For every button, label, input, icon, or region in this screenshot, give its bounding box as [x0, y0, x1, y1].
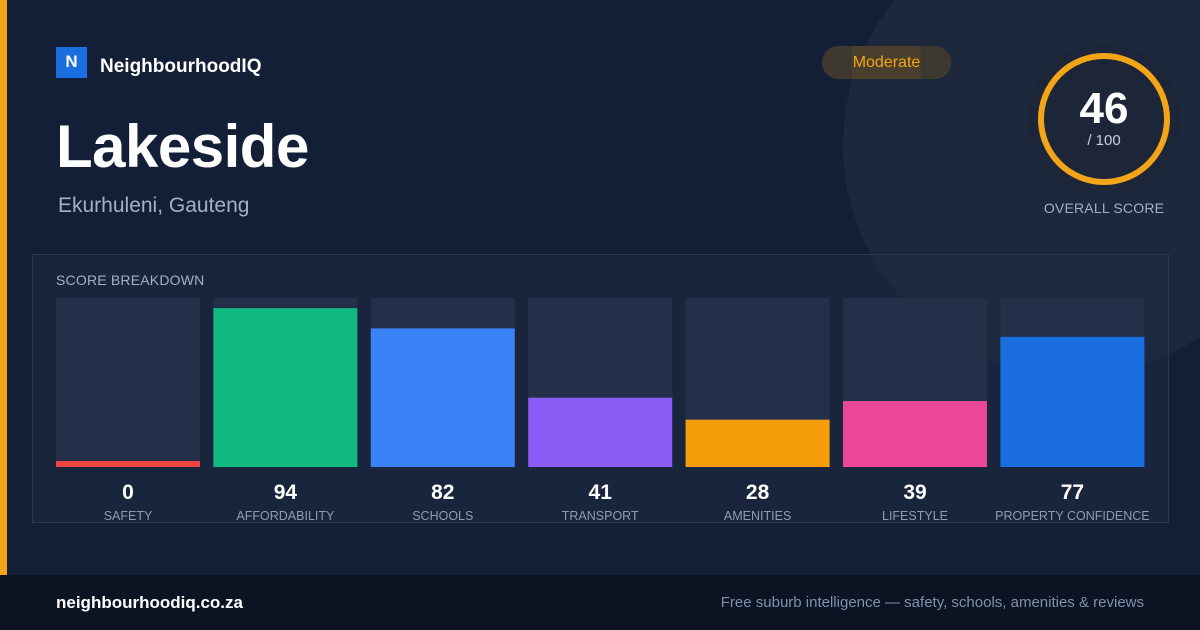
- rating-badge: Moderate: [822, 46, 951, 79]
- bar-value-label: 0: [122, 481, 134, 504]
- brand-logo-icon: N: [56, 46, 87, 78]
- overall-score-value: 46: [1079, 84, 1129, 133]
- bar-category-label: PROPERTY CONFIDENCE: [995, 509, 1149, 523]
- brand-name: NeighbourhoodIQ: [100, 56, 262, 77]
- bar-property-confidence: [1000, 336, 1145, 467]
- brand: N NeighbourhoodIQ: [56, 46, 261, 78]
- overall-score-ring: [1028, 43, 1180, 195]
- accent-bar: [0, 0, 7, 575]
- bar-amenities: [685, 419, 830, 467]
- bar-lifestyle: [843, 401, 987, 467]
- bar-category-label: SCHOOLS: [412, 509, 473, 523]
- suburb-location: Ekurhuleni, Gauteng: [58, 194, 250, 217]
- bar-value-label: 41: [589, 481, 613, 504]
- score-ring-arc: [1038, 53, 1170, 185]
- bar-value-label: 94: [274, 481, 298, 504]
- footer-url: neighbourhoodiq.co.za: [56, 593, 243, 612]
- footer-tagline: Free suburb intelligence — safety, schoo…: [720, 594, 1144, 611]
- bar-value-label: 82: [431, 481, 454, 504]
- footer: [0, 575, 1200, 630]
- score-breakdown-title: SCORE BREAKDOWN: [56, 272, 205, 288]
- suburb-title: Lakeside: [56, 113, 309, 180]
- bar-category-label: AFFORDABILITY: [236, 509, 335, 523]
- bar-category-label: TRANSPORT: [562, 509, 639, 523]
- bar-affordability: [213, 308, 358, 467]
- score-ring-background: [1028, 43, 1180, 195]
- bar-category-label: AMENITIES: [724, 509, 791, 523]
- bar-transport: [528, 397, 673, 467]
- bar-track-safety: [56, 298, 200, 467]
- bar-schools: [370, 328, 515, 467]
- overall-score-max: / 100: [1087, 132, 1121, 149]
- rating-badge-label: Moderate: [852, 53, 921, 71]
- bar-value-label: 28: [746, 481, 770, 504]
- bar-safety: [56, 461, 200, 467]
- bar-value-label: 39: [903, 481, 926, 504]
- bar-category-label: LIFESTYLE: [882, 509, 948, 523]
- bar-value-label: 77: [1061, 481, 1084, 504]
- bar-category-label: SAFETY: [104, 509, 153, 523]
- overall-score-label: OVERALL SCORE: [1043, 200, 1165, 216]
